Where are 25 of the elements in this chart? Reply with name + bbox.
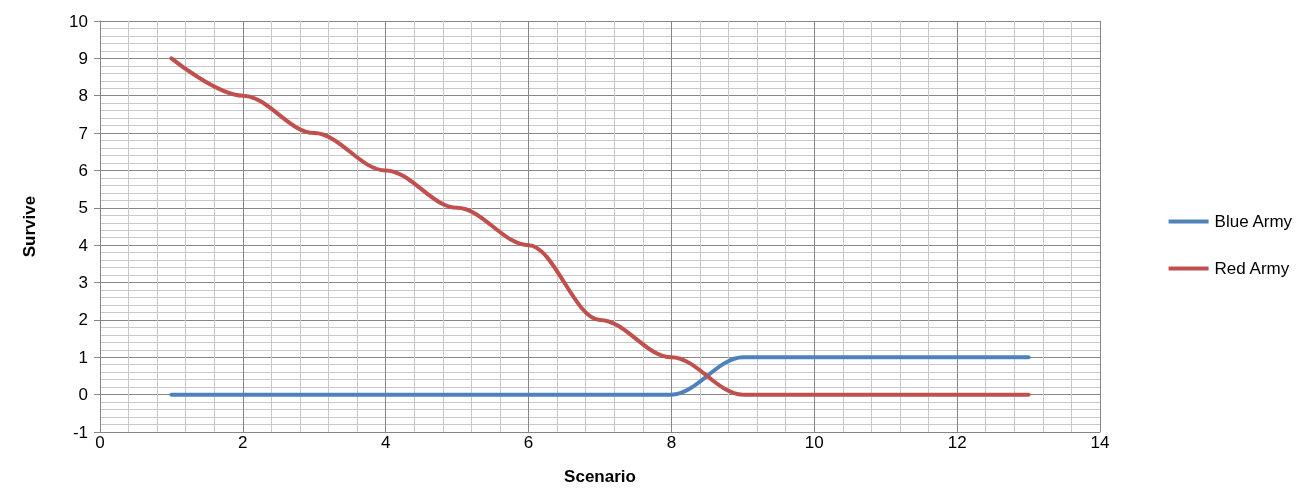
x-tick-label: 10 [804, 433, 824, 452]
line-series [169, 56, 1031, 397]
y-tick-label: 6 [78, 160, 88, 180]
x-tick-label: 8 [666, 433, 677, 452]
y-tick-label: 9 [78, 48, 88, 68]
x-tick-label: 2 [238, 433, 248, 452]
y-tick-label: 0 [78, 385, 88, 405]
y-tick-label: 10 [69, 11, 88, 31]
y-tick-label: -1 [72, 422, 88, 442]
y-tick-label: 3 [78, 273, 88, 293]
y-tick-label: 1 [78, 347, 88, 367]
x-axis-title: Scenario [564, 467, 636, 486]
x-tick-label: 12 [947, 433, 967, 452]
x-tick-label: 4 [380, 433, 391, 452]
y-axis-title: Survive [20, 195, 39, 258]
x-tick-label: 0 [95, 433, 105, 452]
y-tick-label: 8 [78, 86, 88, 106]
legend-label: Red Army [1214, 259, 1290, 278]
y-tick-label: 2 [78, 310, 88, 330]
y-tick-label: 7 [78, 123, 88, 143]
y-tick-label: 4 [78, 235, 88, 255]
legend-label: Blue Army [1214, 212, 1293, 231]
y-tick-label: 5 [78, 198, 88, 218]
x-tick-label: 6 [523, 433, 534, 452]
x-tick-label: 14 [1090, 433, 1110, 452]
